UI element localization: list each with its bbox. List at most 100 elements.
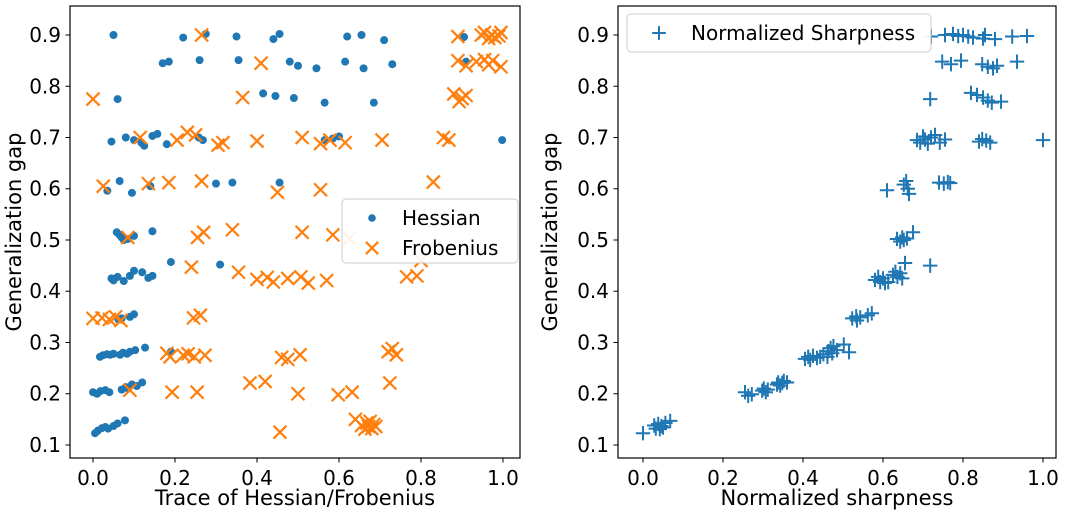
data-point (923, 258, 938, 273)
data-point (849, 313, 865, 328)
legend: Hessian Frobenius (341, 198, 519, 264)
plot-border (617, 5, 1057, 459)
y-tick-label: 0.1 (577, 433, 609, 457)
data-point (760, 382, 775, 397)
data-point (877, 275, 893, 291)
data-point (162, 349, 178, 365)
data-point (211, 179, 220, 188)
data-point (493, 59, 509, 75)
data-point (388, 60, 397, 69)
data-point (196, 225, 211, 240)
data-point (161, 175, 177, 190)
data-point (369, 98, 378, 107)
y-tick-label: 0.9 (29, 23, 61, 47)
data-point (940, 174, 955, 190)
x-tick-label: 0.4 (241, 466, 273, 490)
data-point (312, 64, 321, 73)
data-point (969, 87, 985, 103)
data-point (280, 352, 296, 367)
y-tick-label: 0.5 (29, 228, 61, 252)
data-point (325, 227, 341, 243)
data-point (275, 178, 284, 187)
y-tick-label: 0.2 (29, 382, 61, 406)
data-point (153, 129, 162, 138)
data-point (158, 59, 167, 68)
x-tick-label: 0.6 (323, 466, 355, 490)
data-point (993, 94, 1009, 109)
data-point (341, 57, 350, 66)
data-point (225, 222, 240, 238)
data-point (374, 132, 390, 148)
data-point (313, 136, 328, 151)
data-point (109, 31, 118, 40)
data-point (249, 133, 265, 149)
data-point (162, 140, 171, 149)
x-tick-label: 0.0 (627, 466, 659, 490)
y-tick-label: 0.9 (577, 23, 609, 47)
data-point (426, 174, 441, 190)
data-point (382, 375, 398, 391)
data-point (901, 186, 917, 202)
y-tick-label: 0.4 (29, 279, 61, 303)
right-subplot: 0.0 0.2 0.4 0.6 0.8 1.00.10.20.30.40.50.60.70… (538, 5, 1059, 510)
data-point (357, 31, 366, 40)
data-point (290, 386, 306, 402)
data-point (895, 271, 910, 286)
y-tick-label: 0.7 (29, 126, 61, 150)
data-point (975, 131, 990, 147)
data-point (280, 271, 296, 286)
data-point (184, 259, 199, 275)
data-point (148, 227, 157, 236)
x-axis-label: Normalized sharpness (721, 486, 954, 510)
data-point (259, 89, 268, 98)
y-tick-label: 0.3 (577, 330, 609, 354)
data-point (242, 375, 258, 391)
data-point (897, 255, 913, 271)
data-point (232, 32, 241, 41)
data-point (937, 132, 953, 147)
x-axis-label: Trace of Hessian/Frobenius (154, 486, 435, 510)
data-point (853, 310, 868, 325)
y-axis-label: Generalization gap (538, 133, 562, 332)
y-tick-label: 0.2 (577, 382, 609, 406)
data-point (257, 374, 273, 389)
data-point (364, 421, 380, 436)
data-point (179, 33, 188, 42)
data-point (498, 136, 507, 145)
data-point (119, 276, 128, 285)
data-point (197, 348, 213, 363)
x-tick-label: 0.2 (707, 466, 739, 490)
data-point (943, 175, 958, 191)
data-point (485, 53, 501, 68)
data-point (368, 419, 384, 434)
data-point (905, 225, 921, 240)
data-point (380, 36, 389, 45)
y-tick-label: 0.4 (577, 279, 609, 303)
x-tick-label: 0.8 (947, 466, 979, 490)
data-point (95, 178, 111, 194)
data-point (344, 384, 360, 400)
series-frobenius (85, 25, 509, 440)
data-point (164, 57, 173, 66)
data-point (635, 425, 651, 441)
data-point (122, 382, 138, 398)
data-point (359, 64, 368, 73)
x-tick-label: 0.4 (787, 466, 819, 490)
y-axis: 0.1 0.2 0.3 0.4 0.5 0.6 0.7 0.8 0.9 (577, 23, 618, 457)
data-point (194, 27, 209, 43)
data-point (270, 185, 285, 200)
data-point (215, 135, 231, 150)
data-point (1035, 132, 1051, 148)
data-point (105, 388, 114, 397)
data-point (313, 182, 328, 198)
y-axis-label: Generalization gap (2, 133, 26, 332)
data-point (228, 178, 237, 187)
data-point (493, 25, 509, 40)
data-point (322, 132, 338, 148)
data-point (107, 137, 116, 146)
data-point (198, 136, 207, 145)
data-point (300, 275, 316, 291)
data-point (115, 177, 124, 186)
data-point (450, 53, 466, 68)
data-point (663, 413, 678, 429)
